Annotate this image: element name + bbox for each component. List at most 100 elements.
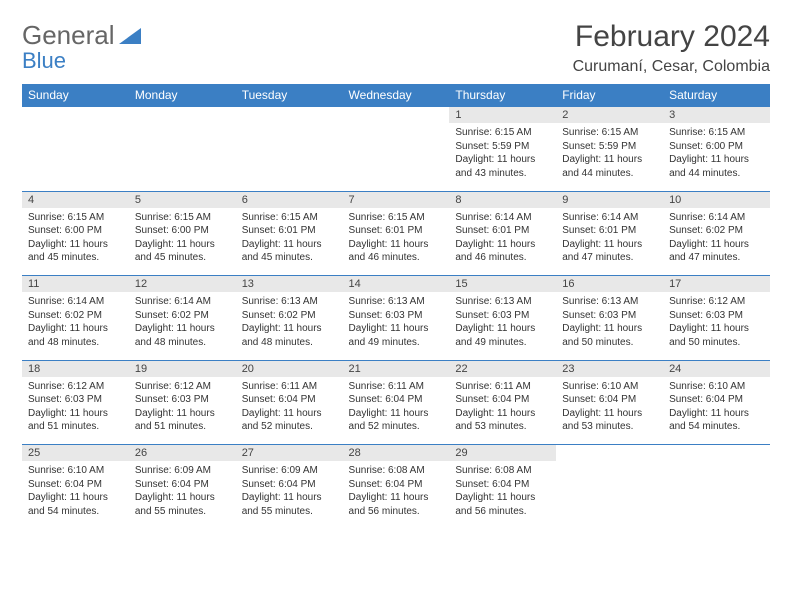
logo-text-general: General <box>22 20 115 51</box>
sunrise-line: Sunrise: 6:15 AM <box>455 127 531 138</box>
sunset-line: Sunset: 6:03 PM <box>455 310 529 321</box>
day-number-cell <box>556 445 663 462</box>
calendar-body: 123Sunrise: 6:15 AMSunset: 5:59 PMDaylig… <box>22 107 770 530</box>
sunset-line: Sunset: 6:00 PM <box>669 141 743 152</box>
day-number-cell: 29 <box>449 445 556 462</box>
sunset-line: Sunset: 6:04 PM <box>669 394 743 405</box>
daylight-line: Daylight: 11 hours and 49 minutes. <box>349 323 429 348</box>
sunset-line: Sunset: 6:02 PM <box>242 310 316 321</box>
daylight-line: Daylight: 11 hours and 44 minutes. <box>562 154 642 179</box>
month-title: February 2024 <box>573 20 770 54</box>
day-data-cell: Sunrise: 6:08 AMSunset: 6:04 PMDaylight:… <box>343 461 450 529</box>
logo-text-blue: Blue <box>22 48 66 74</box>
day-number-row: 123 <box>22 107 770 124</box>
sunrise-line: Sunrise: 6:12 AM <box>135 381 211 392</box>
sunrise-line: Sunrise: 6:13 AM <box>455 296 531 307</box>
sunrise-line: Sunrise: 6:10 AM <box>28 465 104 476</box>
day-number-cell: 5 <box>129 191 236 208</box>
day-number-cell: 19 <box>129 360 236 377</box>
day-data-cell: Sunrise: 6:15 AMSunset: 5:59 PMDaylight:… <box>556 123 663 191</box>
day-number-cell: 27 <box>236 445 343 462</box>
day-number-cell: 24 <box>663 360 770 377</box>
sunrise-line: Sunrise: 6:12 AM <box>669 296 745 307</box>
day-data-cell: Sunrise: 6:11 AMSunset: 6:04 PMDaylight:… <box>343 377 450 445</box>
day-number-cell: 13 <box>236 276 343 293</box>
weekday-header-row: SundayMondayTuesdayWednesdayThursdayFrid… <box>22 84 770 107</box>
sunset-line: Sunset: 5:59 PM <box>455 141 529 152</box>
day-data-cell: Sunrise: 6:12 AMSunset: 6:03 PMDaylight:… <box>22 377 129 445</box>
sunset-line: Sunset: 6:01 PM <box>349 225 423 236</box>
day-data-cell: Sunrise: 6:12 AM Sunset: 6:03 PM Daylight:… <box>663 292 770 360</box>
day-number-cell <box>129 107 236 124</box>
day-number-row: 11121314151617 <box>22 276 770 293</box>
day-data-cell: Sunrise: 6:14 AMSunset: 6:01 PMDaylight:… <box>556 208 663 276</box>
day-number-row: 2526272829 <box>22 445 770 462</box>
daylight-line: Daylight: 11 hours and 48 minutes. <box>135 323 215 348</box>
daylight-line: Daylight: 11 hours and 56 minutes. <box>455 492 535 517</box>
weekday-header: Monday <box>129 84 236 107</box>
daylight-line: Daylight: 11 hours and 54 minutes. <box>669 408 749 433</box>
day-data-cell: Sunrise: 6:13 AMSunset: 6:03 PMDaylight:… <box>449 292 556 360</box>
logo: General <box>22 20 143 51</box>
weekday-header: Friday <box>556 84 663 107</box>
sunrise-line: Sunrise: 6:13 AM <box>562 296 638 307</box>
sunset-line: Sunset: 6:03 PM <box>349 310 423 321</box>
sunset-line: Sunset: 6:04 PM <box>135 479 209 490</box>
day-data-cell: Sunrise: 6:11 AMSunset: 6:04 PMDaylight:… <box>236 377 343 445</box>
sunrise-line: Sunrise: 6:15 AM <box>242 212 318 223</box>
sunset-line: Sunset: 6:03 PM <box>135 394 209 405</box>
day-number-cell: 6 <box>236 191 343 208</box>
day-data-cell: Sunrise: 6:15 AMSunset: 6:00 PMDaylight:… <box>663 123 770 191</box>
sunset-line: Sunset: 6:04 PM <box>562 394 636 405</box>
calendar-table: SundayMondayTuesdayWednesdayThursdayFrid… <box>22 84 770 529</box>
day-data-row: Sunrise: 6:14 AM Sunset: 6:02 PM Daylight:… <box>22 292 770 360</box>
day-number-cell: 7 <box>343 191 450 208</box>
daylight-line: Daylight: 11 hours and 48 minutes. <box>242 323 322 348</box>
day-number-cell: 23 <box>556 360 663 377</box>
day-number-cell <box>236 107 343 124</box>
day-number-cell: 18 <box>22 360 129 377</box>
day-data-cell: Sunrise: 6:13 AMSunset: 6:03 PMDaylight:… <box>556 292 663 360</box>
daylight-line: Daylight: 11 hours and 53 minutes. <box>562 408 642 433</box>
day-data-cell: Sunrise: 6:15 AMSunset: 6:00 PMDaylight:… <box>22 208 129 276</box>
sunset-line: Sunset: 6:03 PM <box>669 310 743 321</box>
day-number-cell: 4 <box>22 191 129 208</box>
day-data-cell: Sunrise: 6:12 AM Sunset: 6:03 PM Daylight:… <box>129 377 236 445</box>
sunset-line: Sunset: 6:04 PM <box>242 479 316 490</box>
sunrise-line: Sunrise: 6:15 AM <box>349 212 425 223</box>
sunset-line: Sunset: 6:02 PM <box>28 310 102 321</box>
daylight-line: Daylight: 11 hours and 56 minutes. <box>349 492 429 517</box>
weekday-header: Thursday <box>449 84 556 107</box>
daylight-line: Daylight: 11 hours and 43 minutes. <box>455 154 535 179</box>
day-data-row: Sunrise: 6:12 AM Sunset: 6:03 PM Daylight:… <box>22 377 770 445</box>
day-data-cell: Sunrise: 6:14 AMSunset: 6:02 PMDaylight:… <box>663 208 770 276</box>
sunrise-line: Sunrise: 6:11 AM <box>242 381 317 392</box>
daylight-line: Daylight: 11 hours and 51 minutes. <box>135 408 215 433</box>
day-number-cell: 25 <box>22 445 129 462</box>
daylight-line: Daylight: 11 hours and 45 minutes. <box>28 239 108 264</box>
sunrise-line: Sunrise: 6:15 AM <box>669 127 745 138</box>
sunrise-line: Sunrise: 6:14 AM <box>28 296 104 307</box>
daylight-line: Daylight: 11 hours and 50 minutes. <box>669 323 749 348</box>
day-number-row: 45678910 <box>22 191 770 208</box>
location-label: Curumaní, Cesar, Colombia <box>573 58 770 76</box>
day-number-cell: 10 <box>663 191 770 208</box>
day-number-cell: 22 <box>449 360 556 377</box>
sunrise-line: Sunrise: 6:10 AM <box>669 381 745 392</box>
sunset-line: Sunset: 6:04 PM <box>455 394 529 405</box>
day-data-cell: Sunrise: 6:15 AMSunset: 6:00 PMDaylight:… <box>129 208 236 276</box>
day-data-cell <box>663 461 770 529</box>
day-number-cell: 1 <box>449 107 556 124</box>
weekday-header: Saturday <box>663 84 770 107</box>
sunset-line: Sunset: 6:04 PM <box>28 479 102 490</box>
day-number-cell <box>343 107 450 124</box>
daylight-line: Daylight: 11 hours and 47 minutes. <box>562 239 642 264</box>
day-number-cell: 12 <box>129 276 236 293</box>
day-number-cell: 11 <box>22 276 129 293</box>
sunrise-line: Sunrise: 6:11 AM <box>455 381 530 392</box>
sunset-line: Sunset: 6:01 PM <box>562 225 636 236</box>
day-data-cell: Sunrise: 6:08 AMSunset: 6:04 PMDaylight:… <box>449 461 556 529</box>
sunrise-line: Sunrise: 6:15 AM <box>562 127 638 138</box>
sunrise-line: Sunrise: 6:12 AM <box>28 381 104 392</box>
sunrise-line: Sunrise: 6:13 AM <box>349 296 425 307</box>
